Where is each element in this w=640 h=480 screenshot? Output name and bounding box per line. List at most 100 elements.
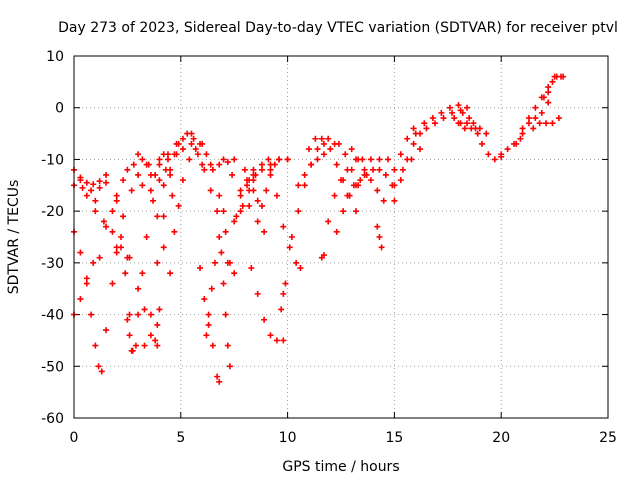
data-point: [267, 166, 274, 173]
data-point: [549, 120, 556, 127]
data-point: [244, 182, 251, 189]
data-point: [378, 244, 385, 251]
y-tick-label: -30: [41, 256, 64, 272]
data-point: [160, 151, 167, 158]
data-point: [218, 249, 225, 256]
data-point: [560, 73, 567, 80]
data-point: [446, 104, 453, 111]
data-point: [109, 228, 116, 235]
data-point: [374, 223, 381, 230]
data-point: [224, 342, 231, 349]
data-point: [207, 161, 214, 168]
data-point: [408, 156, 415, 163]
y-tick-label: -60: [41, 411, 64, 427]
data-point: [209, 342, 216, 349]
data-point: [197, 140, 204, 147]
data-point: [532, 115, 539, 122]
data-point: [440, 115, 447, 122]
data-point: [470, 120, 477, 127]
data-point: [100, 218, 107, 225]
data-point: [288, 234, 295, 240]
data-point: [194, 151, 201, 158]
data-point: [421, 120, 428, 127]
data-point: [384, 156, 391, 163]
data-point: [192, 146, 199, 153]
data-point: [179, 177, 186, 184]
data-point: [237, 192, 244, 199]
plot-frame: [73, 55, 609, 419]
data-point: [342, 151, 349, 158]
data-point: [150, 197, 157, 204]
data-point: [254, 197, 261, 204]
x-tick-label: 5: [176, 430, 185, 446]
series-arc-12: [135, 151, 176, 199]
data-point: [320, 151, 327, 158]
data-point: [92, 197, 99, 204]
data-point: [154, 213, 161, 220]
data-point: [525, 120, 532, 127]
data-point: [293, 259, 300, 266]
data-point: [160, 182, 167, 189]
data-point: [167, 270, 174, 277]
data-point: [229, 171, 236, 178]
series-arc-57: [459, 109, 505, 163]
data-point: [147, 187, 154, 194]
data-point: [254, 290, 261, 297]
data-point: [164, 156, 171, 163]
data-point: [280, 337, 287, 344]
data-point: [464, 104, 471, 111]
data-point: [237, 187, 244, 194]
data-point: [359, 156, 366, 163]
data-point: [357, 177, 364, 184]
series-arc-40: [318, 252, 327, 261]
data-point: [301, 182, 308, 189]
data-point: [543, 120, 550, 127]
series-arc-08: [109, 156, 146, 215]
data-point: [222, 311, 229, 318]
data-point: [391, 197, 398, 204]
data-point: [88, 187, 95, 194]
data-point: [250, 187, 257, 194]
data-point: [461, 125, 468, 132]
data-point: [271, 161, 278, 168]
series-arc-18: [156, 151, 171, 163]
series-arc-34: [278, 280, 289, 313]
data-point: [117, 244, 124, 251]
data-point: [538, 109, 545, 116]
data-point: [109, 280, 116, 287]
data-point: [350, 182, 357, 189]
data-point: [171, 151, 178, 158]
data-point: [120, 213, 127, 220]
data-point: [231, 156, 238, 163]
data-point: [305, 146, 312, 153]
data-point: [455, 102, 462, 109]
data-point: [79, 184, 86, 191]
data-point: [478, 140, 485, 147]
series-arc-47: [359, 156, 391, 163]
data-point: [103, 223, 110, 230]
y-tick-label: -20: [41, 204, 64, 220]
data-point: [252, 171, 259, 178]
y-tick-label: 10: [46, 49, 64, 65]
data-point: [90, 181, 97, 188]
data-point: [139, 270, 146, 277]
data-point: [103, 171, 110, 178]
data-point: [211, 259, 218, 266]
data-point: [517, 135, 524, 142]
y-tick-label: -50: [41, 359, 64, 375]
data-point: [410, 140, 417, 147]
data-point: [126, 332, 133, 339]
data-point: [397, 151, 404, 158]
data-point: [205, 311, 212, 318]
data-point: [519, 125, 526, 132]
data-point: [374, 187, 381, 194]
data-point: [124, 166, 131, 173]
data-point: [308, 161, 315, 168]
data-point: [525, 115, 532, 122]
y-tick-label: -10: [41, 152, 64, 168]
series-arc-52: [391, 146, 424, 189]
data-point: [280, 223, 287, 230]
data-point: [513, 140, 520, 147]
data-point: [197, 265, 204, 272]
data-point: [220, 208, 227, 215]
